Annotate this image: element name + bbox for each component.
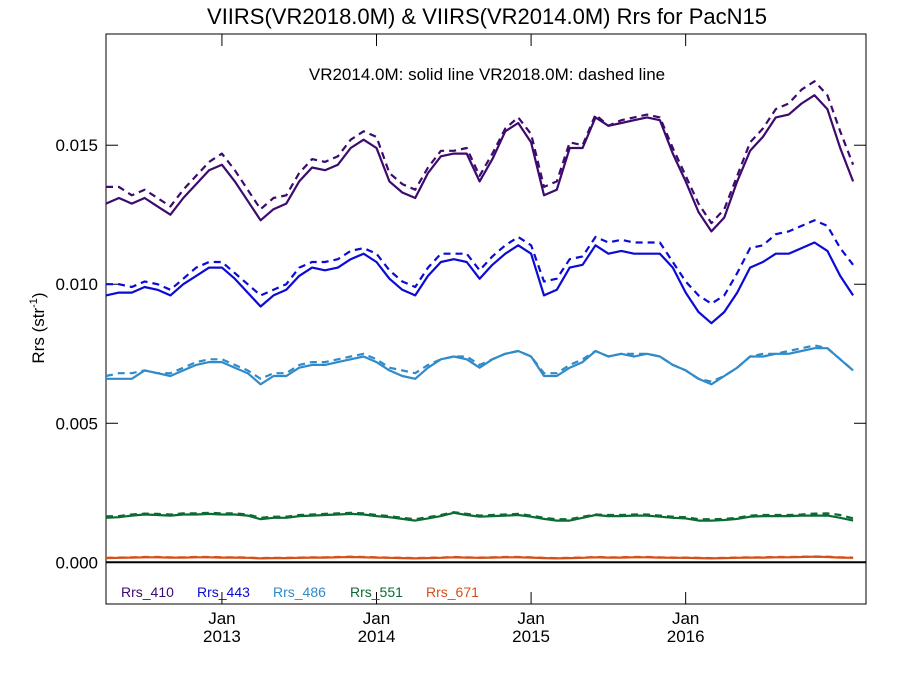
series-line-solid-rrs-486 [106,347,854,386]
x-tick-label-month: Jan [208,609,235,628]
series-line-dashed-rrs-551 [105,511,854,521]
x-tick-label-year: 2015 [512,627,550,646]
y-axis-label-sup: -1 [28,298,40,308]
series-line-dashed-rrs-443 [106,219,854,305]
y-axis-label-close: ) [29,292,48,298]
legend-entry: Rrs_551 [350,584,403,600]
y-tick-label: 0.010 [55,275,98,294]
y-axis-label-main: Rrs (str [29,308,48,364]
plot-frame [105,33,867,605]
y-tick-label: 0.015 [55,136,98,155]
plot-area: 0.0000.0050.0100.015Jan2013Jan2014Jan201… [55,33,867,646]
series-line-dashed-rrs-486 [105,344,854,383]
x-tick-label-month: Jan [363,609,390,628]
series-line-solid-rrs-410 [105,94,855,233]
line-style-note: VR2014.0M: solid line VR2018.0M: dashed … [309,65,665,84]
legend-entry: Rrs_671 [426,584,479,600]
x-tick-label-year: 2016 [667,627,705,646]
x-tick-label-month: Jan [517,609,544,628]
x-tick-label-year: 2014 [358,627,396,646]
legend-entry: Rrs_486 [273,584,326,600]
y-tick-label: 0.000 [55,553,98,572]
legend-entry: Rrs_443 [197,584,250,600]
series-line-dashed-rrs-410 [106,80,855,225]
series-line-solid-rrs-443 [105,241,855,325]
y-axis-label: Rrs (str-1) [28,292,48,363]
series-line-dashed-rrs-671 [105,555,854,560]
x-tick-label-year: 2013 [203,627,241,646]
legend-entry: Rrs_410 [121,584,174,600]
chart-title: VIIRS(VR2018.0M) & VIIRS(VR2014.0M) Rrs … [207,4,767,29]
y-tick-label: 0.005 [55,414,98,433]
x-tick-label-month: Jan [672,609,699,628]
